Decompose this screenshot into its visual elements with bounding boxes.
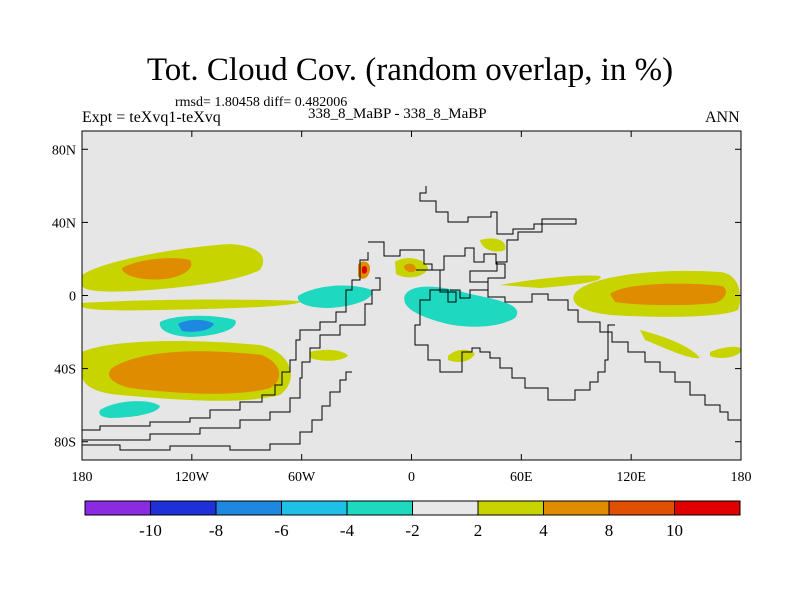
america-coastline	[368, 241, 506, 299]
colorbar-swatch-7	[543, 500, 610, 516]
indian-coastline	[414, 269, 615, 401]
colorbar-label-2: -6	[274, 521, 288, 540]
equatorial-atlantic-negative	[297, 285, 373, 308]
colorbar-swatch-3	[281, 500, 348, 516]
y-tick-label-4: 80S	[54, 436, 76, 451]
colorbar-swatch-4	[346, 500, 413, 516]
central-pacific-negative-core	[178, 319, 214, 332]
africa-coastline	[419, 186, 741, 421]
experiment-label: Expt = teXvq1-teXvq	[82, 109, 221, 126]
plot-title: Tot. Cloud Cov. (random overlap, in %)	[146, 52, 674, 88]
colorbar-label-4: -2	[405, 521, 419, 540]
coastlines	[82, 186, 741, 451]
anomaly-fills	[82, 238, 741, 418]
case-label: 338_8_MaBP - 338_8_MaBP	[308, 106, 487, 122]
patagonia-coastline	[82, 277, 381, 441]
colorbar-swatch-1	[150, 500, 217, 516]
pacific-northeast-strip	[500, 275, 601, 288]
south-pacific-core	[109, 351, 280, 394]
colorbar-label-1: -8	[209, 521, 223, 540]
x-tick-label-6: 180	[731, 470, 752, 485]
x-tick-label-3: 0	[408, 470, 415, 485]
y-tick-label-3: 40S	[54, 363, 76, 378]
x-tick-label-1: 120W	[175, 470, 210, 485]
colorbar-label-0: -10	[139, 521, 162, 540]
colorbar-label-7: 8	[605, 521, 614, 540]
y-tick-label-2: 0	[69, 290, 76, 305]
colorbar-label-5: 2	[474, 521, 483, 540]
x-tick-label-5: 120E	[616, 470, 646, 485]
x-tick-label-4: 60E	[510, 470, 533, 485]
colorbar-swatch-0	[84, 500, 151, 516]
southeast-pacific-strip	[710, 346, 741, 358]
season-label: ANN	[705, 109, 740, 126]
indian-ocean-negative	[404, 286, 518, 327]
rmsd-diff-stats: rmsd= 1.80458 diff= 0.482006	[175, 95, 348, 110]
antarctica-coastline	[82, 371, 352, 451]
colorbar-label-3: -4	[340, 521, 355, 540]
southern-ocean-negative	[99, 401, 160, 418]
y-tick-label-1: 40N	[52, 216, 76, 231]
atlantic-north-core	[404, 263, 416, 273]
colorbar-label-8: 10	[666, 521, 683, 540]
asia-positive-strip	[480, 238, 506, 252]
x-tick-label-0: 180	[72, 470, 93, 485]
north-pacific-core	[122, 258, 192, 280]
x-tick-label-2: 60W	[288, 470, 316, 485]
axes: 180 120W 60W 0 60E 120E 180 80N 40N 0 40S 80S	[52, 131, 752, 485]
north-pacific-west-strip	[82, 299, 301, 311]
colorbar-swatch-8	[608, 500, 675, 516]
colorbar-label-6: 4	[539, 521, 548, 540]
colorbar-swatch-9	[674, 500, 741, 516]
south-america-coastline	[82, 252, 369, 431]
colorbar: -10 -8 -6 -4 -2 2 4 8 10	[84, 500, 741, 540]
y-tick-label-0: 80N	[52, 143, 76, 158]
colorbar-swatch-5	[412, 500, 479, 516]
colorbar-swatch-6	[477, 500, 544, 516]
colorbar-swatch-2	[215, 500, 282, 516]
pacific-positive-core	[610, 283, 726, 306]
central-america-core	[362, 265, 367, 274]
south-atlantic-positive	[310, 349, 348, 361]
south-pacific-tail	[640, 330, 700, 359]
